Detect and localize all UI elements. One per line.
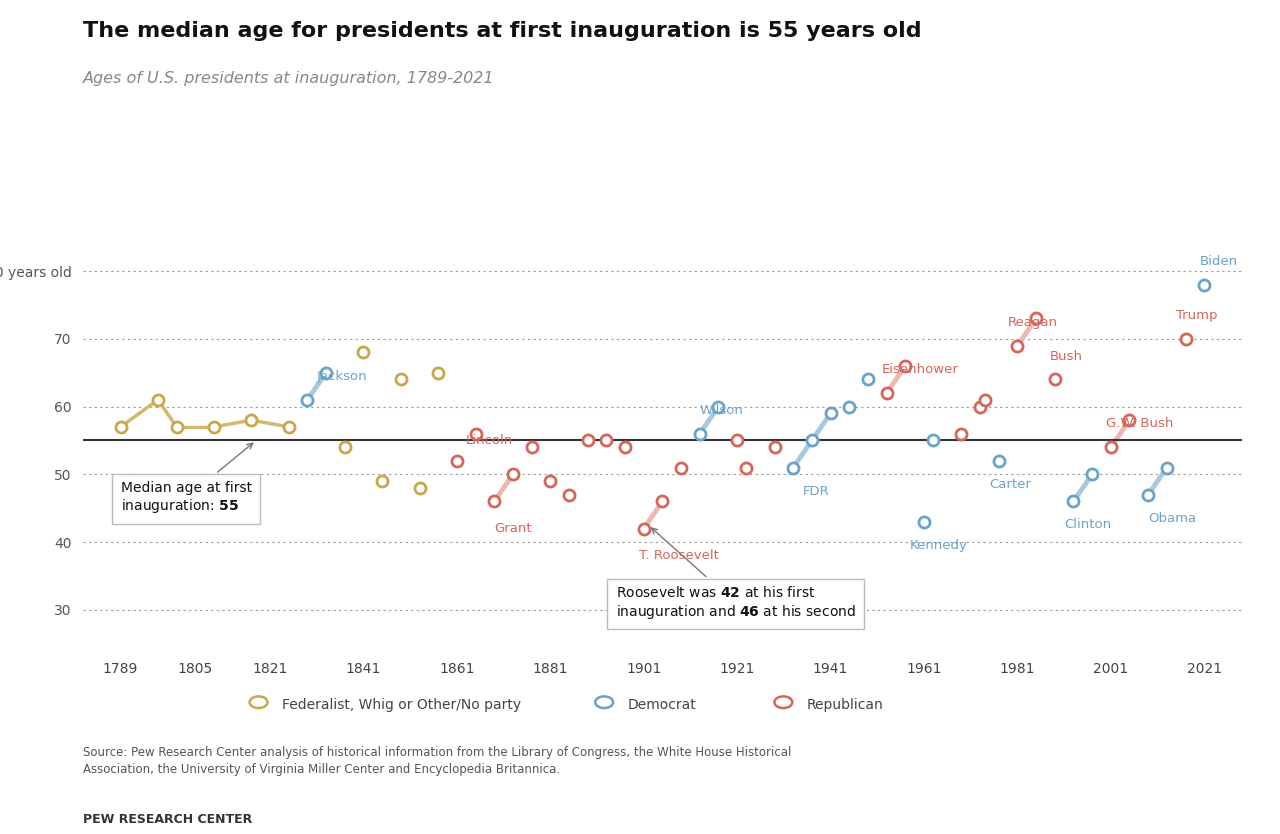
Text: Reagan: Reagan — [1009, 315, 1059, 329]
Text: Wilson: Wilson — [700, 404, 744, 417]
Text: Republican: Republican — [806, 698, 883, 711]
Text: T. Roosevelt: T. Roosevelt — [639, 549, 719, 562]
Text: Bush: Bush — [1050, 349, 1083, 363]
Text: Roosevelt was $\mathbf{42}$ at his first
inauguration and $\mathbf{46}$ at his s: Roosevelt was $\mathbf{42}$ at his first… — [616, 528, 855, 620]
Text: Eisenhower: Eisenhower — [882, 363, 959, 376]
Text: The median age for presidents at first inauguration is 55 years old: The median age for presidents at first i… — [83, 21, 922, 41]
Text: Jackson: Jackson — [316, 369, 367, 383]
Text: G.W. Bush: G.W. Bush — [1106, 417, 1174, 430]
Text: Source: Pew Research Center analysis of historical information from the Library : Source: Pew Research Center analysis of … — [83, 746, 791, 776]
Text: Clinton: Clinton — [1064, 519, 1111, 531]
Text: Obama: Obama — [1148, 511, 1197, 525]
Text: Biden: Biden — [1199, 254, 1238, 268]
Text: PEW RESEARCH CENTER: PEW RESEARCH CENTER — [83, 813, 252, 826]
Text: Trump: Trump — [1176, 309, 1217, 322]
Text: Grant: Grant — [494, 522, 532, 535]
Text: FDR: FDR — [803, 485, 829, 498]
Text: Federalist, Whig or Other/No party: Federalist, Whig or Other/No party — [282, 698, 521, 711]
Text: Ages of U.S. presidents at inauguration, 1789-2021: Ages of U.S. presidents at inauguration,… — [83, 71, 494, 86]
Text: Kennedy: Kennedy — [910, 539, 968, 552]
Text: Carter: Carter — [989, 478, 1032, 490]
Text: Democrat: Democrat — [627, 698, 696, 711]
Text: Median age at first
inauguration: $\mathbf{55}$: Median age at first inauguration: $\math… — [120, 443, 252, 515]
Text: Lincoln: Lincoln — [466, 435, 513, 447]
